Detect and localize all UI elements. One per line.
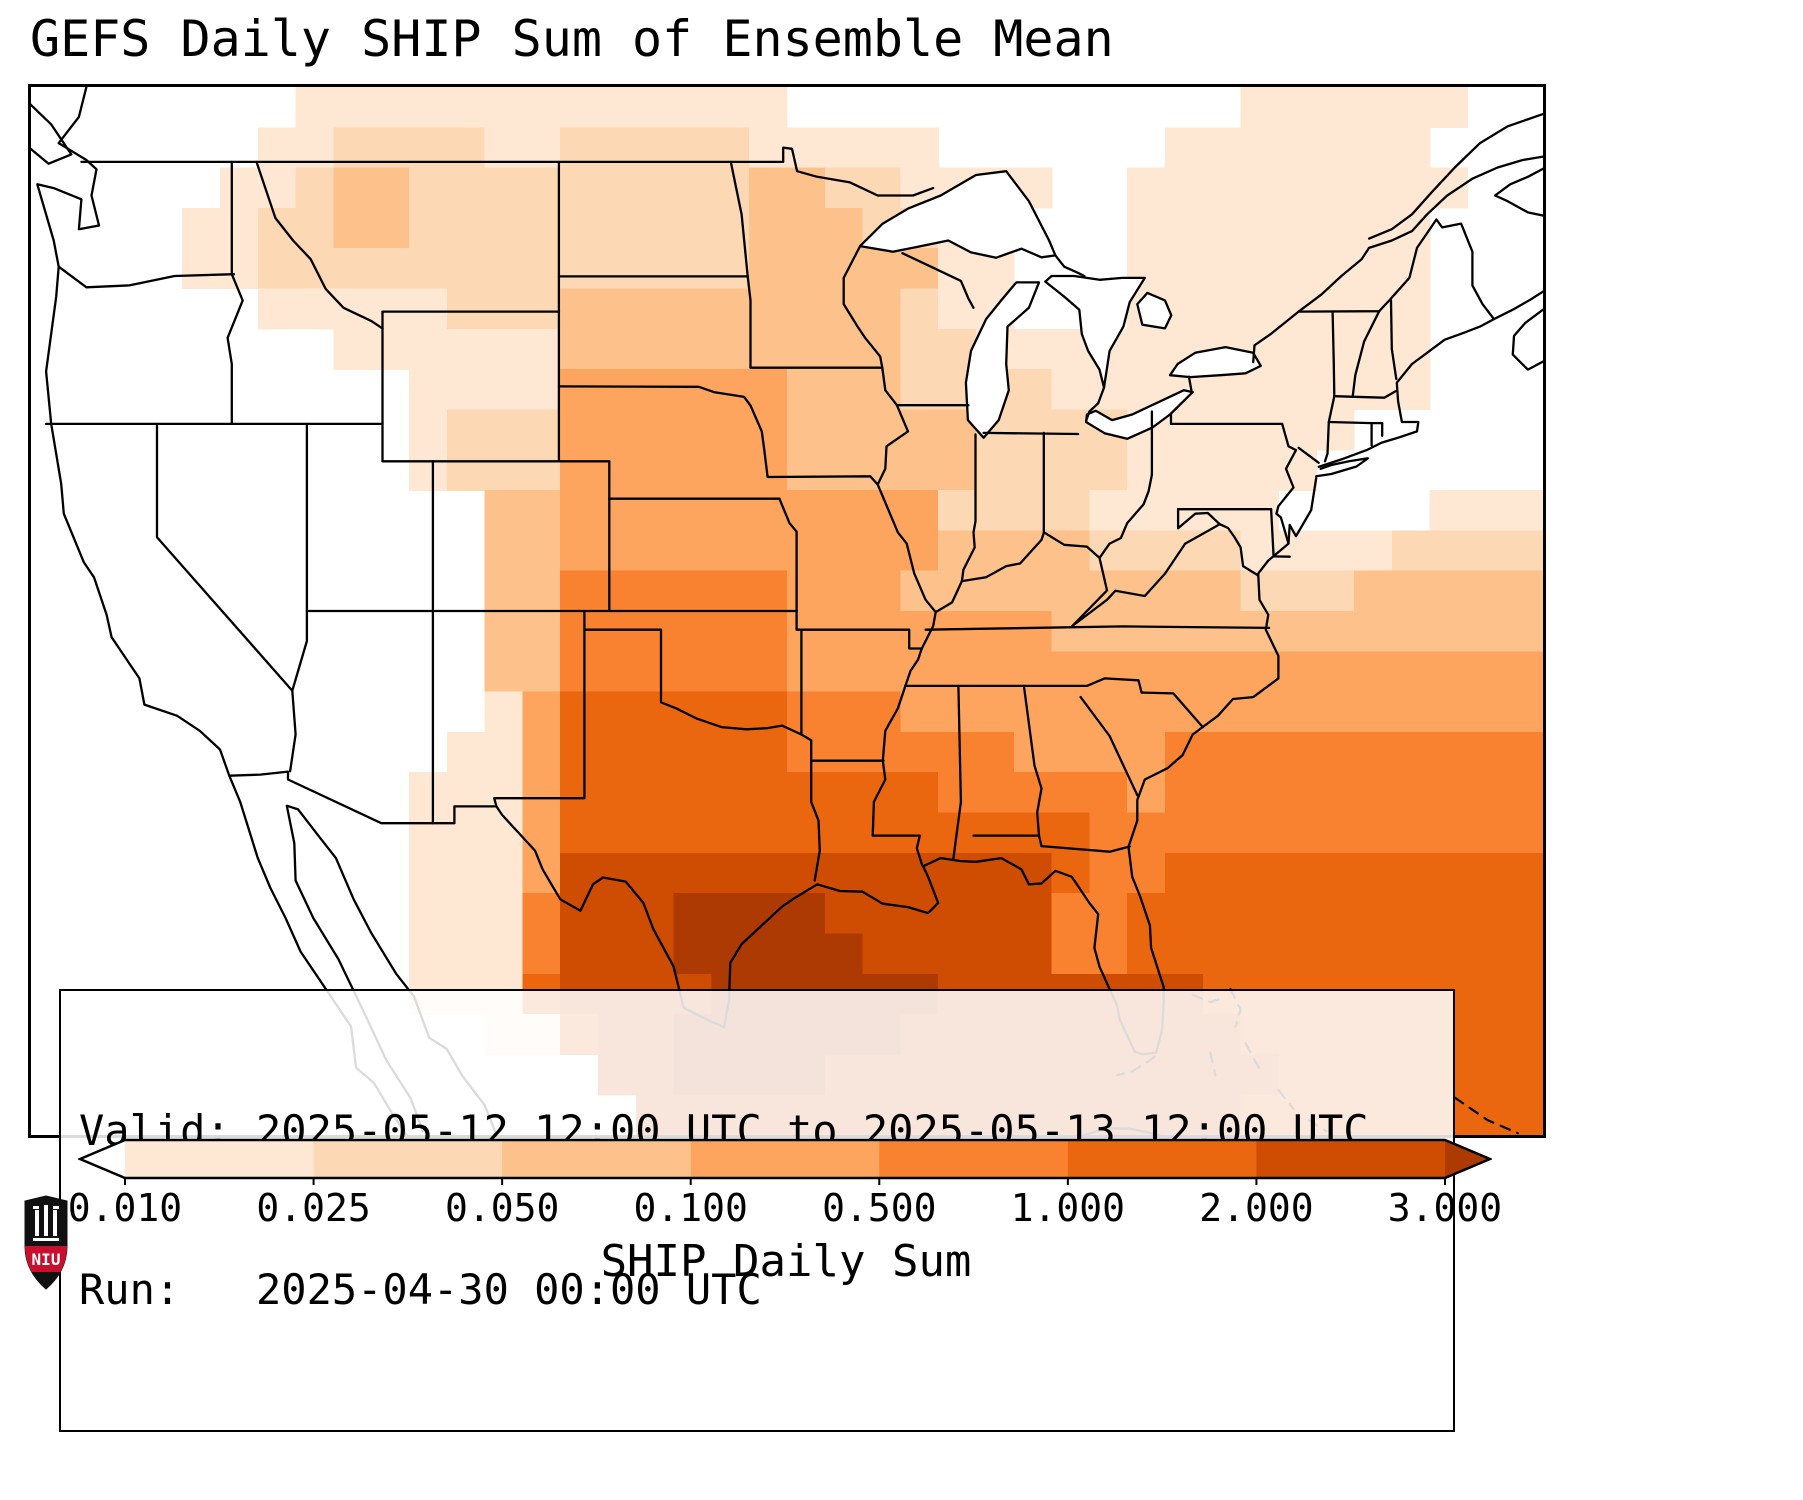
- niu-logo: NIU: [24, 1195, 68, 1290]
- run-time-line: Run: 2025-04-30 00:00 UTC: [79, 1264, 762, 1314]
- colorbar-tick: 1.000: [1010, 1186, 1126, 1230]
- colorbar-tick: 0.500: [822, 1186, 937, 1230]
- colorbar-tick: 0.100: [633, 1186, 748, 1230]
- colorbar-tick: 2.000: [1199, 1186, 1314, 1230]
- colorbar-tick: 0.025: [256, 1186, 371, 1230]
- logo-text: NIU: [32, 1250, 61, 1269]
- colorbar-tick: 3.000: [1387, 1186, 1503, 1230]
- figure-title: GEFS Daily SHIP Sum of Ensemble Mean: [30, 10, 1114, 68]
- map: Valid: 2025-05-12 12:00 UTC to 2025-05-1…: [28, 84, 1546, 1433]
- colorbar-label: SHIP Daily Sum: [600, 1236, 972, 1287]
- castle-icon: [33, 1205, 59, 1241]
- colorbar-tick: 0.050: [444, 1186, 560, 1230]
- colorbar-tick: 0.010: [67, 1186, 183, 1230]
- conus-ship-heatmap: [31, 87, 1543, 1135]
- logo-band: [25, 1246, 67, 1272]
- info-box: Valid: 2025-05-12 12:00 UTC to 2025-05-1…: [59, 989, 1455, 1433]
- colorbar: [78, 1138, 1492, 1185]
